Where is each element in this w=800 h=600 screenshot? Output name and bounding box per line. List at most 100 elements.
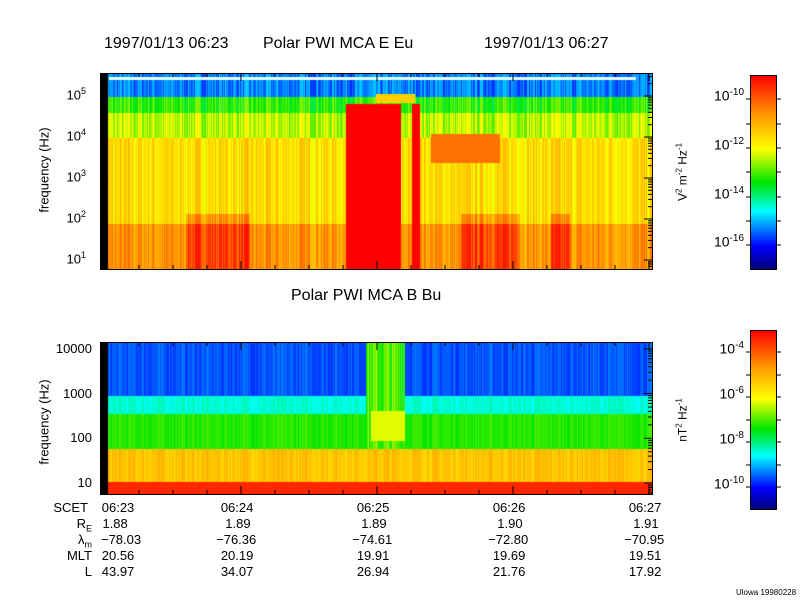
ephemeris-value: 19.91	[356, 548, 390, 563]
y-tick-label: 100	[70, 430, 92, 446]
tick-exp: 4	[80, 127, 86, 137]
y-tick-label: 104	[67, 127, 86, 143]
ephemeris-value: 43.97	[101, 564, 135, 579]
y-tick-label: 101	[67, 250, 86, 266]
tick-base: 10	[66, 169, 81, 185]
ephemeris-value: 19.69	[492, 548, 526, 563]
magnetic-spectrogram	[100, 342, 652, 494]
tick-base: 10	[713, 87, 730, 104]
ephemeris-value: 06:26	[492, 500, 526, 515]
label-text: L	[84, 564, 92, 579]
y-tick-label: 103	[67, 168, 86, 184]
top-panel-title: Polar PWI MCA E Eu	[263, 35, 414, 52]
ephemeris-value: 06:23	[101, 500, 135, 515]
start-time: 1997/01/13 06:23	[104, 35, 229, 52]
ephemeris-value: −74.61	[352, 532, 393, 547]
label-text: SCET	[53, 500, 88, 515]
unit-exp: 2	[674, 423, 684, 428]
unit-exp: 2	[674, 188, 684, 194]
colorbar-tick-label: 10-14	[714, 185, 744, 202]
ephemeris-value: −78.03	[100, 532, 142, 547]
tick-exp: -16	[729, 233, 744, 244]
ephemeris-label: MLT	[67, 548, 92, 563]
ephemeris-label: RE	[77, 516, 92, 534]
colorbar-tick-label: 10-16	[714, 233, 744, 250]
tick-exp: -8	[735, 430, 744, 441]
tick-base: 10	[713, 185, 730, 202]
bottom-plot-frame	[100, 342, 653, 495]
ephemeris-value: −72.80	[488, 532, 529, 547]
tick-exp: -10	[729, 475, 744, 486]
y-tick-label: 10000	[55, 340, 92, 356]
colorbar-tick-label: 10-12	[714, 136, 744, 153]
ephemeris-value: 19.51	[628, 548, 662, 563]
label-sub: E	[85, 523, 92, 534]
unit: Hz	[675, 150, 690, 169]
colorbar-tick-label: 10-10	[714, 475, 744, 492]
electric-colorbar-frame	[750, 75, 777, 270]
tick-exp: 1	[80, 250, 86, 260]
unit-exp: -2	[674, 168, 684, 176]
colorbar-tick-label: 10-4	[720, 340, 744, 357]
magnetic-colorbar-frame	[750, 330, 777, 510]
tick-base: 10	[719, 385, 736, 402]
label-text: MLT	[66, 548, 92, 563]
tick-exp: -10	[729, 87, 744, 98]
ephemeris-value: −70.95	[624, 532, 665, 547]
magnetic-colorbar	[750, 330, 776, 509]
colorbar-label-magnetic: nT2 Hz-1	[675, 398, 690, 442]
colorbar-tick-label: 10-10	[714, 87, 744, 104]
ephemeris-value: 06:27	[628, 500, 662, 515]
tick-exp: -12	[729, 136, 744, 147]
bottom-panel-title: Polar PWI MCA B Bu	[291, 287, 442, 304]
tick-exp: -4	[735, 340, 744, 351]
unit: m	[675, 175, 690, 189]
ephemeris-value: 06:24	[220, 500, 254, 515]
y-tick-label: 105	[67, 86, 86, 102]
colorbar-label-electric: V2 m-2 Hz-1	[675, 143, 690, 201]
tick-base: 10	[713, 475, 730, 492]
ephemeris-value: 26.94	[356, 564, 390, 579]
ephemeris-value: 20.19	[220, 548, 254, 563]
tick-base: 10	[719, 340, 736, 357]
ephemeris-value: 1.89	[361, 516, 387, 531]
ephemeris-value: 06:25	[356, 500, 390, 515]
tick-base: 10	[713, 233, 730, 250]
tick-exp: 3	[80, 168, 86, 178]
ephemeris-value: 21.76	[492, 564, 526, 579]
colorbar-tick-label: 10-6	[720, 385, 744, 402]
ephemeris-value: −76.36	[216, 532, 257, 547]
unit: Hz	[675, 405, 690, 424]
tick-exp: 2	[80, 209, 86, 219]
tick-exp: 5	[80, 86, 86, 96]
footer-credit: Ulowa 19980228	[736, 588, 797, 597]
ephemeris-label: λm	[78, 532, 92, 550]
tick-base: 10	[66, 210, 81, 226]
y-tick-label: 1000	[63, 385, 92, 401]
ephemeris-label: L	[85, 564, 92, 579]
top-ylabel: frequency (Hz)	[36, 127, 52, 213]
unit: nT	[675, 427, 690, 442]
tick-base: 10	[66, 87, 81, 103]
end-time: 1997/01/13 06:27	[484, 35, 609, 52]
tick-exp: -14	[729, 185, 744, 196]
label-sub: m	[84, 539, 93, 550]
ephemeris-value: 17.92	[628, 564, 662, 579]
ephemeris-value: 1.88	[102, 516, 128, 531]
unit: V	[675, 193, 690, 202]
electric-spectrogram	[100, 73, 652, 269]
ephemeris-value: 34.07	[220, 564, 254, 579]
tick-base: 10	[66, 251, 81, 267]
ephemeris-value: 1.90	[497, 516, 523, 531]
ephemeris-value: 1.89	[225, 516, 251, 531]
unit-exp: -1	[674, 398, 684, 406]
ephemeris-value: 20.56	[101, 548, 135, 563]
tick-base: 10	[66, 128, 81, 144]
ephemeris-label: SCET	[53, 500, 88, 515]
tick-base: 10	[713, 136, 730, 153]
tick-base: 10	[719, 430, 736, 447]
colorbar-tick-label: 10-8	[720, 430, 744, 447]
ephemeris-value: 1.91	[633, 516, 659, 531]
